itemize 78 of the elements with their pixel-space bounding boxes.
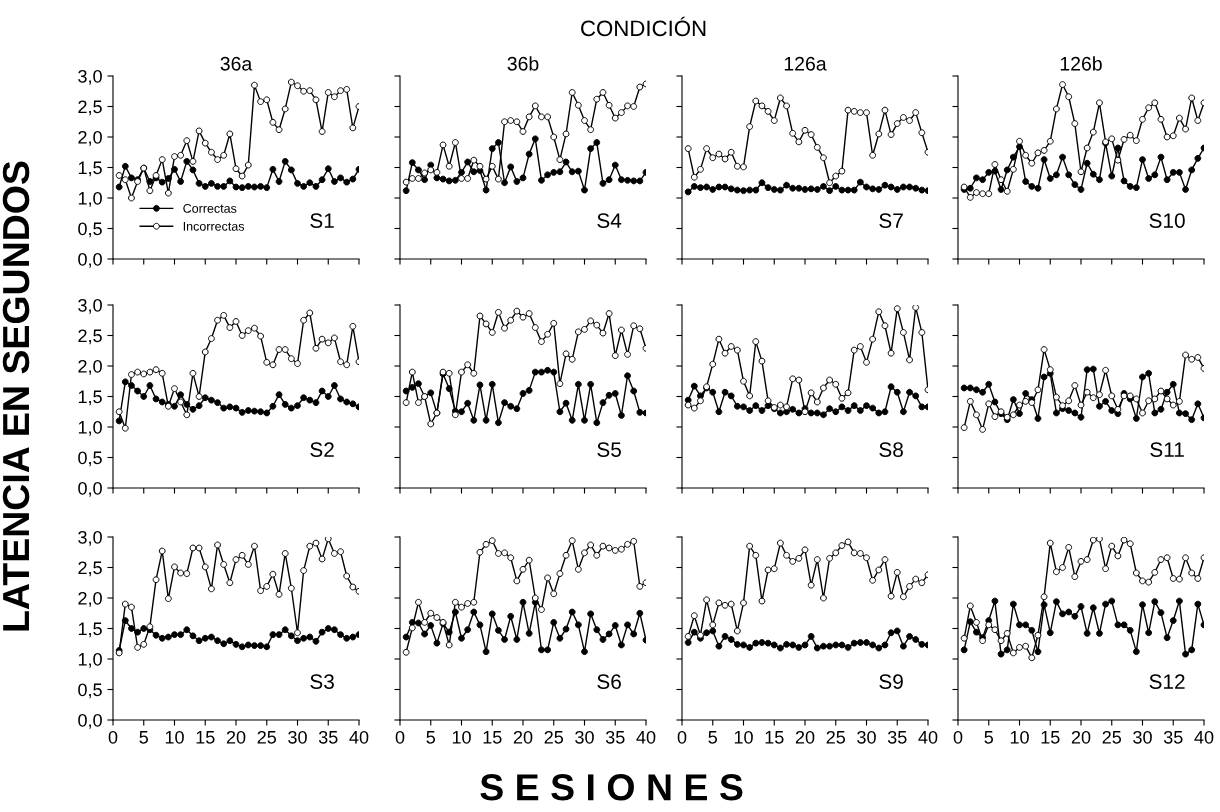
y-tick-label: 2,0	[78, 130, 102, 146]
annotation: S5	[597, 442, 621, 457]
y-tick-label: 2,5	[78, 100, 102, 116]
annotation: S12	[1149, 674, 1185, 689]
y-tick-label: 1,5	[78, 622, 102, 638]
x-tick-label: 10	[1010, 730, 1029, 744]
y-tick-label: 3,0	[78, 69, 102, 85]
chart-subtitle: CONDICIÓN	[581, 16, 706, 37]
x-tick-label: 35	[1163, 730, 1183, 744]
y-tick-label: 2,5	[78, 329, 102, 345]
chart-title: 126a	[784, 56, 827, 71]
y-tick-label: 2,0	[78, 359, 102, 375]
x-tick-label: 20	[795, 730, 815, 744]
x-tick-label: 25	[544, 730, 564, 744]
x-tick-label: 40	[1194, 730, 1214, 744]
annotation: S3	[310, 674, 334, 689]
x-tick-label: 10	[452, 730, 471, 744]
x-tick-label: 15	[196, 731, 215, 744]
y-tick-label: 0,5	[78, 683, 102, 699]
x-tick-label: 0	[953, 730, 963, 744]
y-axis-title: LATENCIA EN SEGUNDOS	[2, 161, 30, 631]
annotation: S10	[1149, 213, 1185, 228]
y-tick-label: 1,5	[78, 161, 102, 177]
y-tick-label: 1,5	[78, 390, 102, 406]
y-tick-label: 1,0	[78, 191, 102, 207]
chart-title: 126b	[1060, 56, 1102, 71]
x-tick-label: 20	[1071, 730, 1091, 744]
annotation: S7	[879, 213, 903, 228]
y-tick-label: 0,0	[78, 481, 102, 497]
x-axis-title: S E S I O N E S	[480, 774, 743, 801]
y-tick-label: 0,5	[78, 222, 102, 238]
y-tick-label: 0,0	[78, 252, 102, 268]
x-tick-label: 25	[257, 730, 277, 744]
x-tick-label: 0	[395, 730, 405, 744]
chart-title: 36a	[220, 56, 253, 71]
x-tick-label: 5	[984, 731, 994, 744]
x-tick-label: 30	[575, 730, 594, 744]
annotation: S2	[310, 442, 334, 457]
x-tick-label: 15	[1041, 731, 1060, 744]
x-tick-label: 10	[165, 730, 184, 744]
annotation: S6	[597, 674, 621, 689]
y-tick-label: 0,0	[78, 713, 102, 729]
x-tick-label: 0	[108, 730, 118, 744]
x-tick-label: 0	[677, 730, 687, 744]
x-tick-label: 15	[483, 731, 502, 744]
y-tick-label: 3,0	[78, 298, 102, 314]
x-tick-label: 5	[708, 731, 718, 744]
x-tick-label: 25	[826, 730, 846, 744]
chart-title: 36b	[507, 56, 539, 71]
y-tick-label: 1,0	[78, 652, 102, 668]
x-tick-label: 5	[426, 731, 436, 744]
annotation: S11	[1150, 442, 1184, 457]
x-tick-label: 35	[318, 730, 338, 744]
x-tick-label: 35	[605, 730, 625, 744]
annotation: S9	[879, 674, 903, 689]
x-tick-label: 30	[857, 730, 876, 744]
x-tick-label: 40	[349, 730, 369, 744]
x-tick-label: 10	[734, 730, 753, 744]
y-tick-label: 0,5	[78, 451, 102, 467]
x-tick-label: 30	[288, 730, 307, 744]
y-tick-label: 1,0	[78, 420, 102, 436]
x-tick-label: 35	[887, 730, 907, 744]
legend-label: Correctas	[183, 203, 237, 213]
x-tick-label: 40	[636, 730, 656, 744]
x-tick-label: 25	[1102, 730, 1122, 744]
x-tick-label: 20	[226, 730, 246, 744]
y-tick-label: 3,0	[78, 530, 102, 546]
x-tick-label: 40	[918, 730, 938, 744]
annotation: S8	[879, 442, 903, 457]
x-tick-label: 30	[1133, 730, 1152, 744]
y-tick-label: 2,5	[78, 561, 102, 577]
legend-label: Incorrectas	[183, 222, 245, 231]
x-tick-label: 20	[513, 730, 533, 744]
x-tick-label: 15	[765, 731, 784, 744]
annotation: S4	[597, 213, 622, 228]
annotation: S1	[310, 213, 334, 228]
y-tick-label: 2,0	[78, 591, 102, 607]
x-tick-label: 5	[139, 731, 149, 744]
